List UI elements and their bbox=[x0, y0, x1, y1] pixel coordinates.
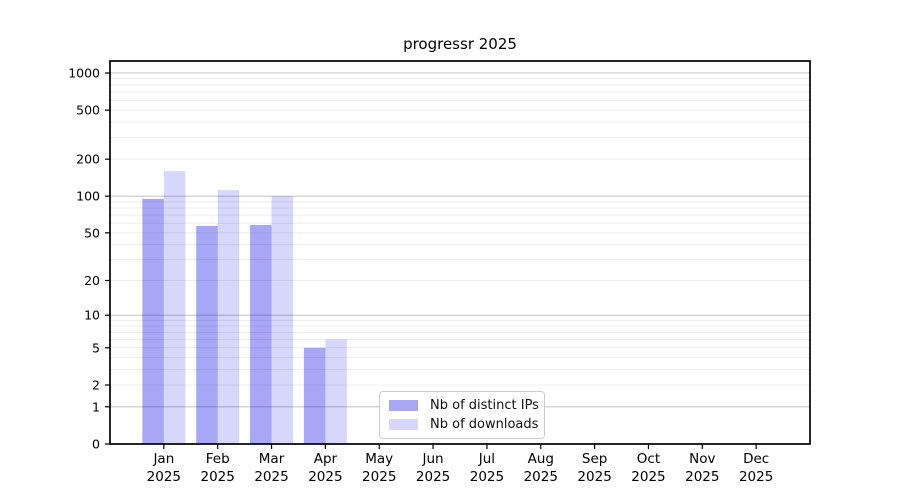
legend-row-downloads: Nb of downloads bbox=[389, 416, 539, 432]
x-tick-label-sep: Sep 2025 bbox=[577, 451, 611, 485]
y-tick-label: 10 bbox=[84, 308, 100, 323]
x-tick-label-mar: Mar 2025 bbox=[254, 451, 288, 485]
bar-feb-distinct-ips bbox=[196, 225, 218, 444]
y-tick-label: 200 bbox=[76, 152, 100, 167]
y-tick-label: 100 bbox=[76, 189, 100, 204]
x-tick-label-jul: Jul 2025 bbox=[470, 451, 504, 485]
y-tick-label: 0 bbox=[92, 437, 100, 452]
legend-label-distinct-ips: Nb of distinct IPs bbox=[430, 398, 539, 414]
legend-swatch-downloads bbox=[389, 418, 418, 430]
legend-row-distinct-ips: Nb of distinct IPs bbox=[389, 398, 539, 413]
x-tick-label-jun: Jun 2025 bbox=[416, 451, 450, 485]
x-tick-label-aug: Aug 2025 bbox=[524, 451, 558, 485]
bar-mar-downloads bbox=[271, 196, 294, 444]
x-tick-label-nov: Nov 2025 bbox=[685, 451, 719, 485]
axes-frame bbox=[109, 60, 811, 445]
y-tick-label: 20 bbox=[84, 273, 100, 288]
y-tick-label: 50 bbox=[84, 225, 100, 240]
x-tick-label-jan: Jan 2025 bbox=[147, 451, 181, 485]
y-tick-label: 500 bbox=[76, 103, 100, 118]
x-tick-label-feb: Feb 2025 bbox=[201, 451, 235, 485]
bar-feb-downloads bbox=[217, 190, 240, 444]
legend-box: Nb of distinct IPs Nb of downloads bbox=[379, 391, 545, 439]
x-tick-label-may: May 2025 bbox=[362, 451, 396, 485]
y-tick-label: 1000 bbox=[68, 65, 100, 80]
y-tick-label: 5 bbox=[92, 340, 100, 355]
legend-swatch-distinct-ips bbox=[389, 400, 418, 412]
legend-label-downloads: Nb of downloads bbox=[430, 416, 539, 432]
x-tick-label-dec: Dec 2025 bbox=[739, 451, 773, 485]
bar-apr-downloads bbox=[325, 339, 347, 444]
bar-jan-distinct-ips bbox=[142, 198, 164, 444]
bar-apr-distinct-ips bbox=[303, 347, 326, 444]
y-tick-label: 2 bbox=[92, 378, 100, 393]
y-tick-label: 1 bbox=[92, 399, 100, 414]
bar-mar-distinct-ips bbox=[250, 225, 272, 444]
x-tick-label-apr: Apr 2025 bbox=[308, 451, 342, 485]
chart-title: progressr 2025 bbox=[403, 35, 517, 53]
x-tick-label-oct: Oct 2025 bbox=[631, 451, 665, 485]
bar-jan-downloads bbox=[163, 171, 186, 445]
